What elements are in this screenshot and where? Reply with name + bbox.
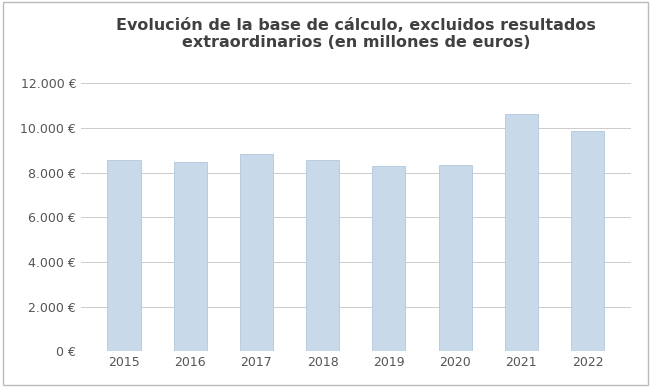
- Bar: [571, 131, 604, 351]
- Bar: [107, 161, 141, 351]
- Bar: [372, 166, 406, 351]
- Bar: [306, 161, 339, 351]
- Bar: [174, 162, 207, 351]
- Title: Evolución de la base de cálculo, excluidos resultados
extraordinarios (en millon: Evolución de la base de cálculo, excluid…: [116, 18, 596, 50]
- Bar: [505, 114, 538, 351]
- Bar: [439, 165, 472, 351]
- Bar: [240, 154, 273, 351]
